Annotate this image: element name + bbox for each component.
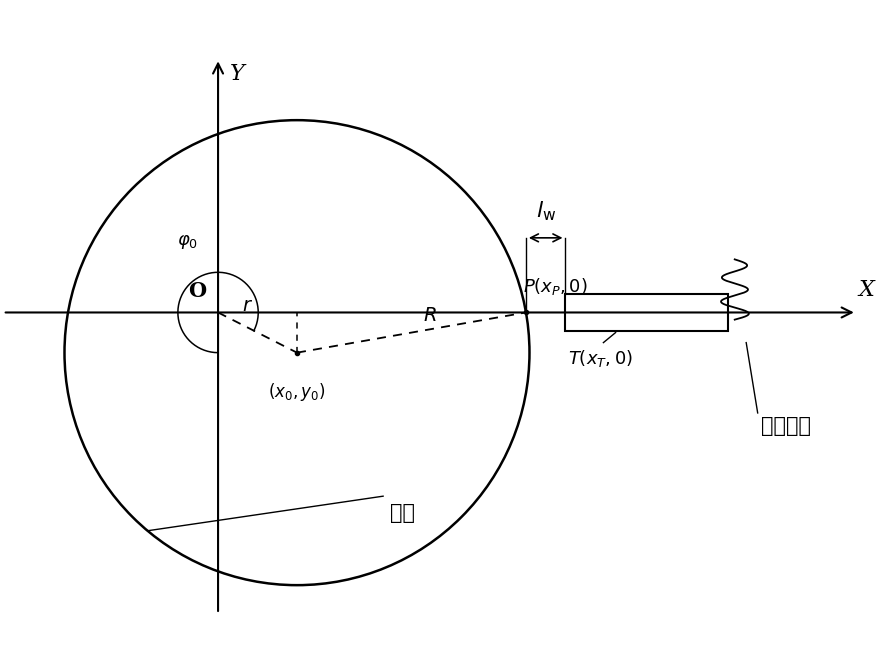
Text: O: O: [189, 281, 206, 301]
Text: $T(x_T,0)$: $T(x_T,0)$: [567, 348, 631, 369]
Text: X: X: [857, 279, 873, 301]
Text: $P(x_P,0)$: $P(x_P,0)$: [523, 276, 588, 297]
Text: $R$: $R$: [423, 307, 436, 325]
Bar: [565, 294, 727, 331]
Text: $(x_0,y_0)$: $(x_0,y_0)$: [267, 381, 325, 403]
Text: 超声探头: 超声探头: [759, 415, 809, 436]
Text: 工件: 工件: [390, 504, 415, 523]
Text: Y: Y: [229, 63, 244, 85]
Text: $l_{\mathrm{w}}$: $l_{\mathrm{w}}$: [535, 200, 555, 224]
Text: $\varphi_0$: $\varphi_0$: [177, 232, 198, 250]
Text: $r$: $r$: [242, 297, 253, 315]
